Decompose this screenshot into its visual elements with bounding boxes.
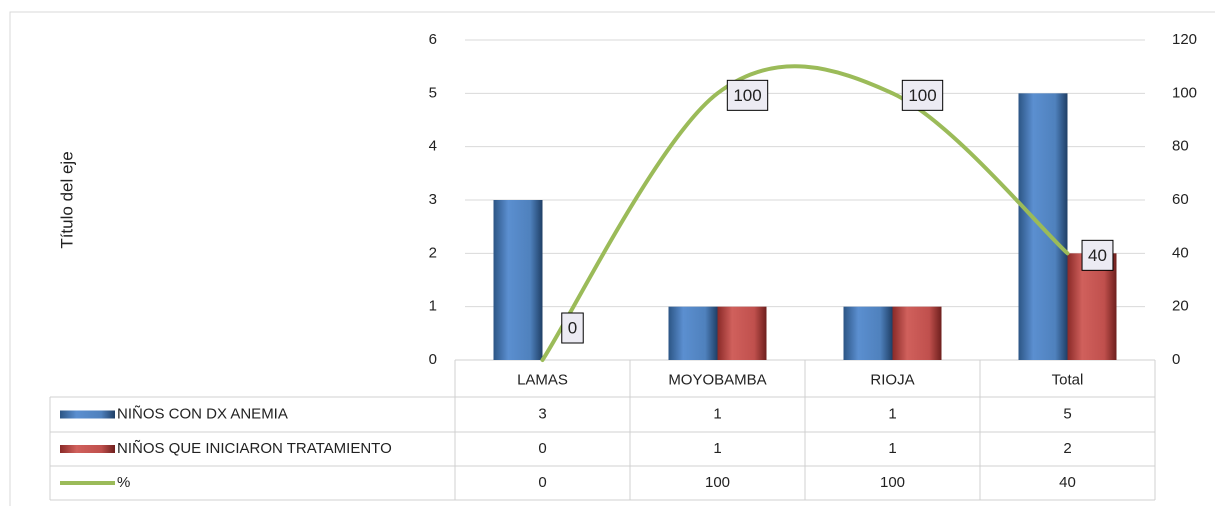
bar	[668, 306, 718, 360]
data-label-box	[561, 312, 584, 344]
bar	[1067, 253, 1117, 360]
legend-label: NIÑOS CON DX ANEMIA	[117, 405, 288, 422]
table-value: 1	[713, 440, 721, 457]
legend-label: NIÑOS QUE INICIARON TRATAMIENTO	[117, 440, 392, 457]
bar	[493, 200, 543, 360]
x-tick-label: LAMAS	[517, 371, 568, 388]
table-value: 1	[888, 440, 896, 457]
data-label: 40	[1088, 246, 1107, 265]
y-tick-label: 3	[429, 191, 437, 208]
y2-tick-label: 100	[1172, 84, 1197, 101]
y2-tick-label: 80	[1172, 138, 1189, 155]
table-value: 100	[705, 474, 730, 491]
table-value: 1	[888, 405, 896, 422]
bar	[717, 306, 767, 360]
table-value: 0	[538, 440, 546, 457]
y-tick-label: 6	[429, 31, 437, 48]
data-label: 0	[568, 318, 577, 337]
y-tick-label: 2	[429, 244, 437, 261]
bar	[892, 306, 942, 360]
y-axis-title: Título del eje	[57, 151, 76, 248]
y-tick-label: 5	[429, 84, 437, 101]
y-tick-label: 1	[429, 298, 437, 315]
table-value: 3	[538, 405, 546, 422]
table-value: 5	[1063, 405, 1071, 422]
x-tick-label: MOYOBAMBA	[668, 371, 766, 388]
x-tick-label: Total	[1052, 371, 1084, 388]
y-tick-label: 0	[429, 351, 437, 368]
y2-tick-label: 120	[1172, 31, 1197, 48]
y2-tick-label: 20	[1172, 298, 1189, 315]
chart-border	[9, 11, 1215, 506]
y2-tick-label: 40	[1172, 244, 1189, 261]
y2-tick-label: 60	[1172, 191, 1189, 208]
y-tick-label: 4	[429, 138, 437, 155]
bar	[843, 306, 893, 360]
data-label: 100	[908, 86, 936, 105]
legend-key	[60, 445, 115, 453]
y2-tick-label: 0	[1172, 351, 1180, 368]
legend-key	[60, 410, 115, 419]
data-label-box	[1081, 239, 1114, 271]
line	[540, 64, 1070, 362]
table-value: 2	[1063, 440, 1071, 457]
table-value: 0	[538, 474, 546, 491]
data-label-box	[726, 79, 769, 111]
data-label-box	[901, 79, 944, 111]
table-value: 100	[880, 474, 905, 491]
table-value: 40	[1059, 474, 1076, 491]
legend-label: %	[117, 474, 130, 491]
table-value: 1	[713, 405, 721, 422]
data-label: 100	[733, 86, 761, 105]
x-tick-label: RIOJA	[870, 371, 914, 388]
